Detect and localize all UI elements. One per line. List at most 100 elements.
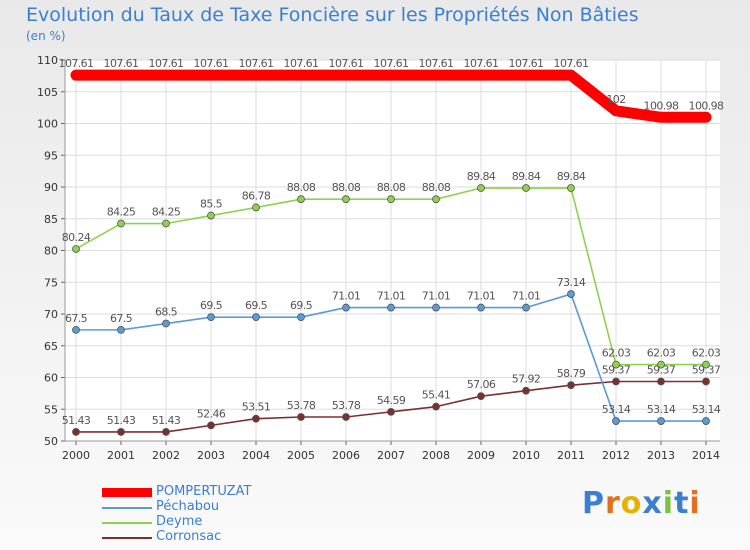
data-label: 71.01 (512, 290, 541, 303)
legend-label: Deyme (156, 514, 203, 529)
data-point (252, 203, 260, 212)
legend-swatch (102, 522, 152, 524)
x-tick-label: 2002 (152, 449, 180, 462)
data-point (612, 417, 620, 425)
data-point (522, 184, 530, 192)
data-label: 67.5 (110, 312, 133, 325)
data-point (207, 211, 215, 220)
data-label: 53.14 (692, 403, 721, 416)
data-point (612, 360, 620, 369)
data-point (207, 313, 215, 322)
legend-swatch (102, 537, 152, 539)
data-label: 84.25 (152, 206, 181, 219)
data-point (657, 360, 665, 369)
data-label: 58.79 (557, 367, 586, 380)
data-label: 62.03 (692, 347, 721, 360)
data-point (657, 377, 665, 386)
data-point (567, 381, 575, 390)
y-tick-label: 65 (44, 340, 58, 353)
proxiti-logo: Proxiti (582, 486, 701, 521)
y-tick-label: 90 (44, 181, 58, 194)
legend-label: POMPERTUZAT (156, 484, 252, 499)
y-tick-label: 75 (44, 276, 58, 289)
data-label: 107.61 (104, 57, 139, 70)
data-label: 88.08 (377, 181, 406, 194)
x-tick-label: 2011 (557, 449, 585, 462)
data-label: 107.61 (284, 57, 319, 70)
data-label: 86.78 (242, 189, 271, 202)
data-label: 88.08 (287, 181, 316, 194)
data-label: 69.5 (245, 299, 268, 312)
data-point (117, 428, 125, 436)
data-label: 89.84 (557, 170, 586, 183)
data-point (117, 325, 125, 334)
data-label: 107.61 (239, 57, 274, 70)
data-point (387, 303, 395, 312)
data-point (477, 392, 485, 401)
data-point (522, 386, 530, 395)
data-label: 107.61 (149, 57, 184, 70)
data-point (342, 303, 350, 312)
y-tick-label: 105 (37, 86, 58, 99)
chart-unit: (en %) (26, 29, 66, 43)
x-tick-label: 2013 (647, 449, 675, 462)
data-point (297, 313, 305, 322)
data-label: 107.61 (329, 57, 364, 70)
y-tick-label: 50 (44, 435, 58, 448)
logo-letter: P (582, 486, 605, 521)
data-point (477, 184, 485, 192)
data-point (702, 377, 710, 386)
y-tick-label: 85 (44, 213, 58, 226)
data-label: 71.01 (377, 290, 406, 303)
data-label: 51.43 (152, 414, 181, 427)
y-tick-label: 60 (44, 372, 58, 385)
y-tick-label: 55 (44, 403, 58, 416)
logo-letter: x (642, 486, 663, 521)
data-label: 59.37 (602, 364, 631, 377)
data-label: 51.43 (62, 414, 91, 427)
data-label: 69.5 (200, 299, 223, 312)
data-point (162, 319, 170, 328)
data-point (387, 407, 395, 416)
data-label: 52.46 (197, 407, 226, 420)
data-label: 53.78 (332, 399, 361, 412)
data-label: 100.98 (689, 99, 724, 112)
data-label: 53.51 (242, 401, 271, 414)
data-point (162, 219, 170, 228)
data-label: 107.61 (554, 57, 589, 70)
data-point (72, 428, 80, 436)
series-line-0 (70, 69, 712, 123)
y-tick-label: 80 (44, 245, 58, 258)
data-point (432, 402, 440, 411)
data-label: 107.61 (509, 57, 544, 70)
data-point (702, 417, 710, 425)
data-point (342, 195, 350, 204)
data-point (297, 413, 305, 421)
y-tick-label: 100 (37, 118, 58, 131)
data-label: 80.24 (62, 231, 91, 244)
logo-letter: t (674, 486, 690, 521)
x-tick-label: 2003 (197, 449, 225, 462)
logo-letter: i (689, 486, 701, 521)
x-tick-label: 2014 (692, 449, 720, 462)
data-point (72, 325, 80, 334)
data-label: 59.37 (647, 364, 676, 377)
data-label: 53.78 (287, 399, 316, 412)
data-label: 107.61 (464, 57, 499, 70)
x-tick-label: 2000 (62, 449, 90, 462)
x-tick-label: 2004 (242, 449, 270, 462)
data-label: 57.06 (467, 378, 496, 391)
data-label: 55.41 (422, 389, 451, 402)
data-label: 57.92 (512, 373, 541, 386)
data-point (297, 195, 305, 204)
x-tick-label: 2001 (107, 449, 135, 462)
data-point (522, 303, 530, 312)
x-tick-label: 2010 (512, 449, 540, 462)
data-point (207, 421, 215, 430)
y-tick-label: 95 (44, 149, 58, 162)
data-label: 88.08 (332, 181, 361, 194)
data-point (432, 195, 440, 204)
data-point (432, 303, 440, 312)
data-point (567, 184, 575, 192)
